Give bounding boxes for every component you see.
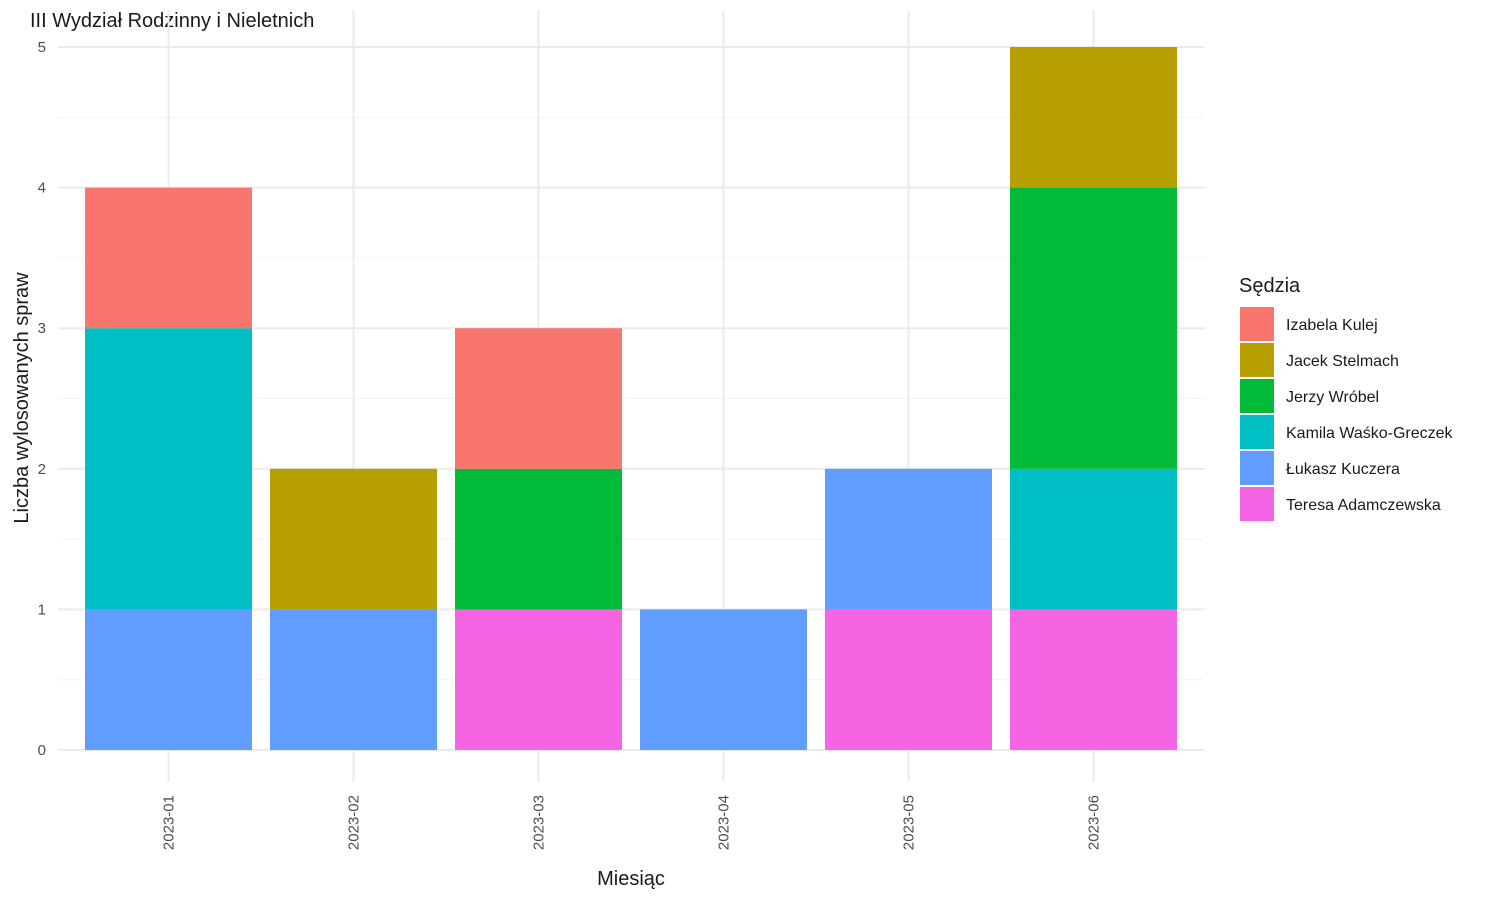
bar-segment — [85, 187, 252, 329]
bar-segment — [825, 609, 992, 750]
x-tick-label: 2023-01 — [161, 795, 178, 850]
bar-segment — [85, 609, 252, 750]
bars-group — [85, 47, 1177, 750]
y-axis-title: Liczba wylosowanych spraw — [11, 272, 33, 524]
legend-swatch — [1240, 307, 1274, 341]
x-axis-ticks: 2023-01 2023-02 2023-03 2023-04 2023-05 2023-… — [161, 795, 1103, 850]
bar-segment — [270, 468, 437, 610]
y-axis-ticks: 0 1 2 3 4 5 — [38, 39, 46, 759]
bar-segment — [640, 609, 807, 750]
y-tick-label: 3 — [38, 320, 46, 337]
bar-segment — [825, 468, 992, 610]
x-tick-label: 2023-04 — [716, 795, 733, 850]
legend-label: Jerzy Wróbel — [1286, 389, 1379, 406]
legend-swatch — [1240, 343, 1274, 377]
bar-segment — [1010, 609, 1177, 750]
legend-label: Jacek Stelmach — [1286, 353, 1399, 370]
legend-label: Łukasz Kuczera — [1286, 461, 1400, 478]
y-tick-label: 0 — [38, 742, 46, 759]
bar-segment — [85, 328, 252, 610]
legend-swatch — [1240, 487, 1274, 521]
bar-segment — [1010, 187, 1177, 469]
legend: Sędzia Izabela Kulej Jacek Stelmach Jerzy … — [1239, 275, 1454, 521]
y-tick-label: 5 — [38, 39, 46, 56]
x-tick-label: 2023-03 — [531, 795, 548, 850]
y-tick-label: 2 — [38, 461, 46, 478]
x-tick-label: 2023-06 — [1086, 795, 1103, 850]
x-tick-label: 2023-05 — [901, 795, 918, 850]
legend-label: Kamila Waśko-Greczek — [1286, 425, 1454, 442]
bar-segment — [270, 609, 437, 750]
y-tick-label: 1 — [38, 601, 46, 618]
legend-label: Izabela Kulej — [1286, 317, 1378, 334]
legend-label: Teresa Adamczewska — [1286, 497, 1441, 514]
bar-segment — [455, 609, 622, 750]
y-tick-label: 4 — [38, 180, 46, 197]
legend-swatch — [1240, 451, 1274, 485]
legend-swatch — [1240, 415, 1274, 449]
legend-swatch — [1240, 379, 1274, 413]
x-axis-title: Miesiąc — [597, 868, 665, 890]
x-tick-label: 2023-02 — [346, 795, 363, 850]
bar-segment — [455, 468, 622, 610]
bar-segment — [1010, 47, 1177, 188]
bar-segment — [1010, 468, 1177, 610]
bar-segment — [455, 328, 622, 469]
legend-title: Sędzia — [1239, 275, 1301, 297]
chart-title: III Wydział Rodzinny i Nieletnich — [30, 10, 314, 32]
